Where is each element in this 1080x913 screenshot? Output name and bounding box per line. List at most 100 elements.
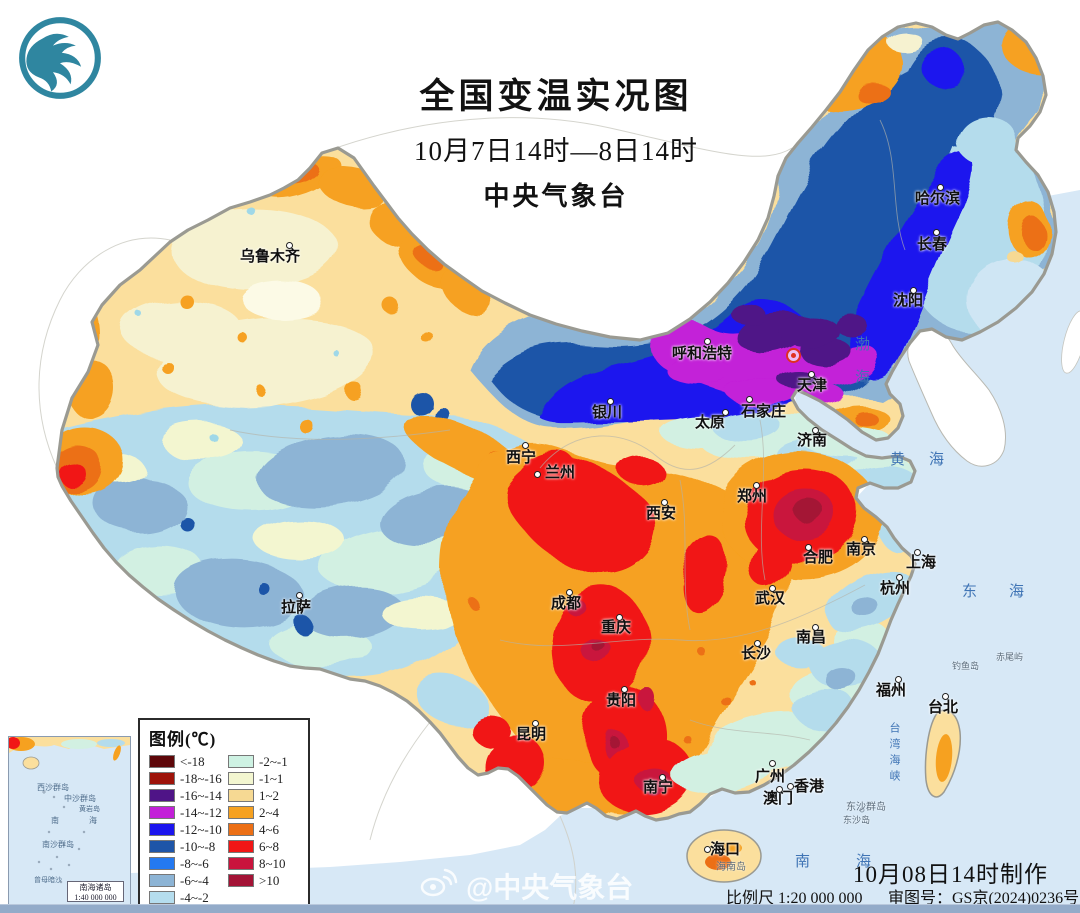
city-label: 太原 bbox=[695, 409, 729, 431]
city-label: 贵阳 bbox=[606, 686, 636, 709]
city-label: 郑州 bbox=[737, 482, 767, 505]
island-label-dongsha-dao: 东沙岛 bbox=[843, 815, 871, 825]
sea-label-huanghai: 黄海 bbox=[890, 452, 969, 468]
city-label: 台北 bbox=[928, 693, 958, 716]
legend-item: -16~-14 bbox=[149, 787, 222, 804]
legend-item: 6~8 bbox=[228, 838, 288, 855]
legend-item: >10 bbox=[228, 872, 288, 889]
watermark: @中央气象台 bbox=[418, 866, 633, 906]
legend-item: -10~-8 bbox=[149, 838, 222, 855]
legend-title: 图例(℃) bbox=[149, 730, 217, 749]
legend-column-positive: -2~-1 -1~1 1~2 2~4 4~6 6~8 8~10 >10 bbox=[228, 753, 288, 889]
city-label: 呼和浩特 bbox=[672, 338, 732, 362]
city-label: 成都 bbox=[551, 589, 581, 612]
legend-item: -14~-12 bbox=[149, 804, 222, 821]
city-label: 沈阳 bbox=[893, 287, 923, 309]
title-block: 全国变温实况图 10月7日14时—8日14时 中央气象台 bbox=[256, 68, 856, 213]
city-label: 香港 bbox=[787, 780, 824, 795]
city-label: 银川 bbox=[592, 398, 622, 421]
legend-item: -8~-6 bbox=[149, 855, 222, 872]
island-label-chiweiyu: 赤尾屿 bbox=[996, 652, 1024, 662]
city-label: 南京 bbox=[846, 536, 876, 558]
inset-label-huangyan: 黄岩岛 bbox=[79, 805, 100, 813]
page-title: 全国变温实况图 bbox=[419, 77, 693, 116]
foreign-borders bbox=[38, 117, 793, 913]
valid-period: 10月7日14时—8日14时 bbox=[414, 136, 698, 166]
city-label: 海口 bbox=[704, 843, 740, 858]
city-label: 杭州 bbox=[880, 574, 910, 597]
legend-item: -6~-4 bbox=[149, 872, 222, 889]
legend-column-negative: <-18 -18~-16 -16~-14 -14~-12 -12~-10 -10… bbox=[149, 753, 222, 906]
sea-label-bohai: 渤海 bbox=[853, 336, 869, 402]
legend-item: <-18 bbox=[149, 753, 222, 770]
river-province-lines bbox=[229, 119, 906, 741]
city-label: 石家庄 bbox=[741, 396, 786, 420]
island-label-hainandao: 海南岛 bbox=[716, 862, 746, 873]
taiwan-warming bbox=[935, 734, 953, 782]
city-label: 西安 bbox=[646, 499, 676, 522]
agency-name: 中央气象台 bbox=[483, 182, 629, 211]
island-label-diaoyudao: 钓鱼岛 bbox=[952, 661, 980, 671]
city-label: 南昌 bbox=[796, 624, 826, 646]
legend-item: -18~-16 bbox=[149, 770, 222, 787]
hainan-warming bbox=[705, 854, 731, 870]
north-cooling-band bbox=[470, 22, 1056, 429]
south-china-sea-inset: 西沙群岛 中沙群岛 黄岩岛 南 海 南沙群岛 曾母暗沙 南海诸岛 1:40 00… bbox=[6, 736, 131, 905]
sea-label-nanhai: 南海 bbox=[795, 854, 918, 870]
inset-label-nansha: 南沙群岛 bbox=[42, 840, 74, 849]
city-label: 合肥 bbox=[803, 544, 833, 566]
city-label: 兰州 bbox=[534, 466, 575, 481]
weibo-icon bbox=[418, 867, 458, 906]
cma-logo bbox=[16, 14, 104, 102]
city-label: 福州 bbox=[876, 676, 906, 699]
legend-item: 8~10 bbox=[228, 855, 288, 872]
korea-peninsula bbox=[907, 326, 1007, 467]
legend: 图例(℃) <-18 -18~-16 -16~-14 -14~-12 -12~-… bbox=[138, 718, 310, 906]
city-label: 昆明 bbox=[516, 720, 546, 743]
city-label: 乌鲁木齐 bbox=[240, 242, 300, 265]
legend-item: -4~-2 bbox=[149, 889, 222, 906]
approval-number-text: 审图号：GS京(2024)0236号 bbox=[888, 890, 1080, 907]
inset-label-nanhai: 南 海 bbox=[51, 816, 111, 825]
beijing-marker bbox=[786, 348, 801, 363]
central-south-warming bbox=[444, 444, 880, 820]
legend-item: -2~-1 bbox=[228, 753, 288, 770]
map-scale-text: 比例尺 1:20 000 000 bbox=[726, 890, 863, 907]
inset-label-zhongsha: 中沙群岛 bbox=[64, 794, 96, 803]
bottom-frame-bar bbox=[0, 904, 1080, 913]
city-label: 哈尔滨 bbox=[915, 184, 960, 207]
southeast-mixed bbox=[672, 570, 917, 795]
legend-item: -12~-10 bbox=[149, 821, 222, 838]
dongsha-islet bbox=[859, 807, 865, 813]
city-label: 拉萨 bbox=[281, 592, 311, 616]
sea-label-taiwan-strait: 台湾海峡 bbox=[888, 722, 900, 786]
inset-map bbox=[6, 737, 130, 884]
inset-caption-scale: 1:40 000 000 bbox=[74, 892, 117, 902]
japan-islands bbox=[1061, 310, 1080, 374]
inset-caption-title: 南海诸岛 bbox=[79, 883, 112, 892]
watermark-text: @中央气象台 bbox=[466, 872, 634, 903]
city-label: 长春 bbox=[917, 229, 947, 253]
city-label: 武汉 bbox=[755, 585, 785, 607]
city-label: 澳门 bbox=[763, 786, 793, 807]
city-label: 上海 bbox=[906, 549, 936, 571]
city-label: 西宁 bbox=[506, 442, 536, 466]
inset-caption: 南海诸岛 1:40 000 000 bbox=[67, 881, 124, 902]
legend-item: 4~6 bbox=[228, 821, 288, 838]
city-label: 天津 bbox=[797, 371, 827, 394]
sea-label-donghai: 东海 bbox=[962, 584, 1057, 600]
inset-label-zengmu: 曾母暗沙 bbox=[34, 876, 62, 884]
city-label: 济南 bbox=[797, 427, 827, 449]
city-label: 重庆 bbox=[601, 614, 631, 636]
legend-item: 1~2 bbox=[228, 787, 288, 804]
legend-item: 2~4 bbox=[228, 804, 288, 821]
inset-label-xisha: 西沙群岛 bbox=[37, 783, 69, 792]
legend-item: -1~1 bbox=[228, 770, 288, 787]
made-at-text: 10月08日14时制作 bbox=[853, 862, 1048, 887]
city-label: 南宁 bbox=[643, 774, 673, 796]
city-label: 长沙 bbox=[741, 640, 771, 662]
island-label-dongsha-qundao: 东沙群岛 bbox=[846, 802, 886, 813]
sea bbox=[131, 190, 1080, 913]
